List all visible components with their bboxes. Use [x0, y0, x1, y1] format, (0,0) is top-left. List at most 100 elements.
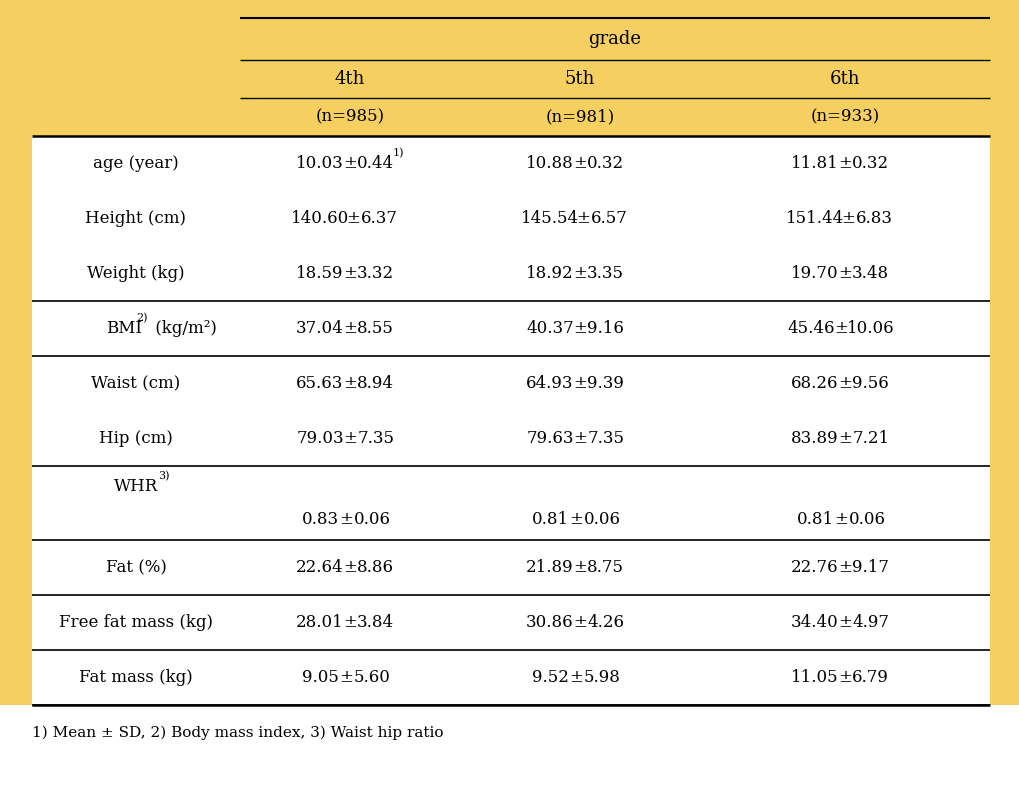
Text: (kg/m²): (kg/m²) [150, 320, 217, 337]
Text: 0.44: 0.44 [357, 155, 394, 172]
Text: 6.57: 6.57 [590, 210, 628, 227]
Text: ±: ± [837, 669, 851, 686]
Text: ±: ± [834, 320, 847, 337]
Text: ±: ± [342, 265, 357, 282]
Text: ±: ± [342, 559, 357, 576]
Text: 0.32: 0.32 [851, 155, 889, 172]
Text: 0.81: 0.81 [531, 511, 568, 528]
Text: ±: ± [338, 669, 353, 686]
Text: 8.75: 8.75 [587, 559, 624, 576]
Text: 19.70: 19.70 [791, 265, 838, 282]
Text: (n=981): (n=981) [545, 109, 614, 125]
Text: 5.98: 5.98 [583, 669, 620, 686]
Text: 9.16: 9.16 [587, 320, 624, 337]
Text: 140.60: 140.60 [290, 210, 348, 227]
Text: ±: ± [342, 375, 357, 392]
Text: 11.05: 11.05 [791, 669, 838, 686]
Text: 3.84: 3.84 [357, 614, 394, 631]
Text: ±: ± [837, 430, 851, 447]
Text: 4.26: 4.26 [587, 614, 624, 631]
Text: ±: ± [837, 375, 851, 392]
Text: 79.63: 79.63 [526, 430, 573, 447]
Text: 79.03: 79.03 [296, 430, 343, 447]
Text: ±: ± [569, 511, 583, 528]
Text: 40.37: 40.37 [526, 320, 574, 337]
Text: ±: ± [841, 210, 855, 227]
Text: 8.94: 8.94 [357, 375, 394, 392]
Text: ±: ± [573, 430, 586, 447]
Text: age (year): age (year) [93, 155, 178, 172]
Text: Height (cm): Height (cm) [86, 210, 186, 227]
Text: 7.35: 7.35 [587, 430, 624, 447]
Text: Waist (cm): Waist (cm) [92, 375, 180, 392]
Text: ±: ± [837, 559, 851, 576]
Text: Weight (kg): Weight (kg) [87, 265, 184, 282]
Text: 5.60: 5.60 [354, 669, 390, 686]
Text: ±: ± [837, 614, 851, 631]
Text: ±: ± [834, 511, 847, 528]
Text: 9.39: 9.39 [587, 375, 624, 392]
Text: ±: ± [573, 155, 586, 172]
Text: 3.32: 3.32 [357, 265, 394, 282]
Text: 9.17: 9.17 [852, 559, 889, 576]
Text: 28.01: 28.01 [296, 614, 343, 631]
Text: 6.83: 6.83 [855, 210, 892, 227]
Text: 18.59: 18.59 [296, 265, 343, 282]
Text: 30.86: 30.86 [526, 614, 574, 631]
Text: 37.04: 37.04 [296, 320, 343, 337]
Bar [32, 136, 989, 705]
Text: 3.35: 3.35 [587, 265, 624, 282]
Text: ±: ± [338, 511, 353, 528]
Text: 21.89: 21.89 [526, 559, 574, 576]
Text: 68.26: 68.26 [791, 375, 838, 392]
Text: 10.88: 10.88 [526, 155, 574, 172]
Text: 4.97: 4.97 [852, 614, 889, 631]
Text: 65.63: 65.63 [297, 375, 343, 392]
Bar [0, 705, 1019, 788]
Text: ±: ± [837, 155, 851, 172]
Text: ±: ± [342, 614, 357, 631]
Text: ±: ± [573, 559, 586, 576]
Text: ±: ± [342, 320, 357, 337]
Text: 7.35: 7.35 [357, 430, 394, 447]
Text: 6.79: 6.79 [852, 669, 889, 686]
Text: 3): 3) [158, 471, 169, 481]
Text: 0.06: 0.06 [848, 511, 884, 528]
Text: 1) Mean ± SD, 2) Body mass index, 3) Waist hip ratio: 1) Mean ± SD, 2) Body mass index, 3) Wai… [32, 726, 443, 740]
Text: ±: ± [573, 265, 586, 282]
Text: Hip (cm): Hip (cm) [99, 430, 173, 447]
Text: 0.83: 0.83 [302, 511, 338, 528]
Text: 0.06: 0.06 [583, 511, 620, 528]
Text: 2): 2) [136, 313, 148, 323]
Text: 0.32: 0.32 [587, 155, 624, 172]
Text: 22.64: 22.64 [296, 559, 343, 576]
Text: 83.89: 83.89 [791, 430, 838, 447]
Text: 9.56: 9.56 [852, 375, 889, 392]
Text: WHR: WHR [114, 478, 158, 495]
Text: 6th: 6th [828, 70, 859, 88]
Text: (n=933): (n=933) [809, 109, 878, 125]
Text: 10.06: 10.06 [846, 320, 894, 337]
Text: ±: ± [573, 614, 586, 631]
Text: ±: ± [576, 210, 590, 227]
Text: ±: ± [573, 320, 586, 337]
Text: 22.76: 22.76 [791, 559, 838, 576]
Text: 6.37: 6.37 [361, 210, 397, 227]
Text: ±: ± [346, 210, 360, 227]
Text: Fat (%): Fat (%) [105, 559, 166, 576]
Text: ±: ± [569, 669, 583, 686]
Text: ±: ± [837, 265, 851, 282]
Text: 0.81: 0.81 [796, 511, 833, 528]
Text: 151.44: 151.44 [785, 210, 844, 227]
Text: 9.52: 9.52 [531, 669, 568, 686]
Text: ±: ± [342, 155, 357, 172]
Text: 64.93: 64.93 [526, 375, 573, 392]
Text: 7.21: 7.21 [851, 430, 889, 447]
Text: 5th: 5th [565, 70, 595, 88]
Text: 0.06: 0.06 [354, 511, 390, 528]
Text: 18.92: 18.92 [526, 265, 574, 282]
Text: 11.81: 11.81 [791, 155, 838, 172]
Text: Free fat mass (kg): Free fat mass (kg) [59, 614, 213, 631]
Text: 9.05: 9.05 [302, 669, 338, 686]
Text: grade: grade [588, 30, 641, 48]
